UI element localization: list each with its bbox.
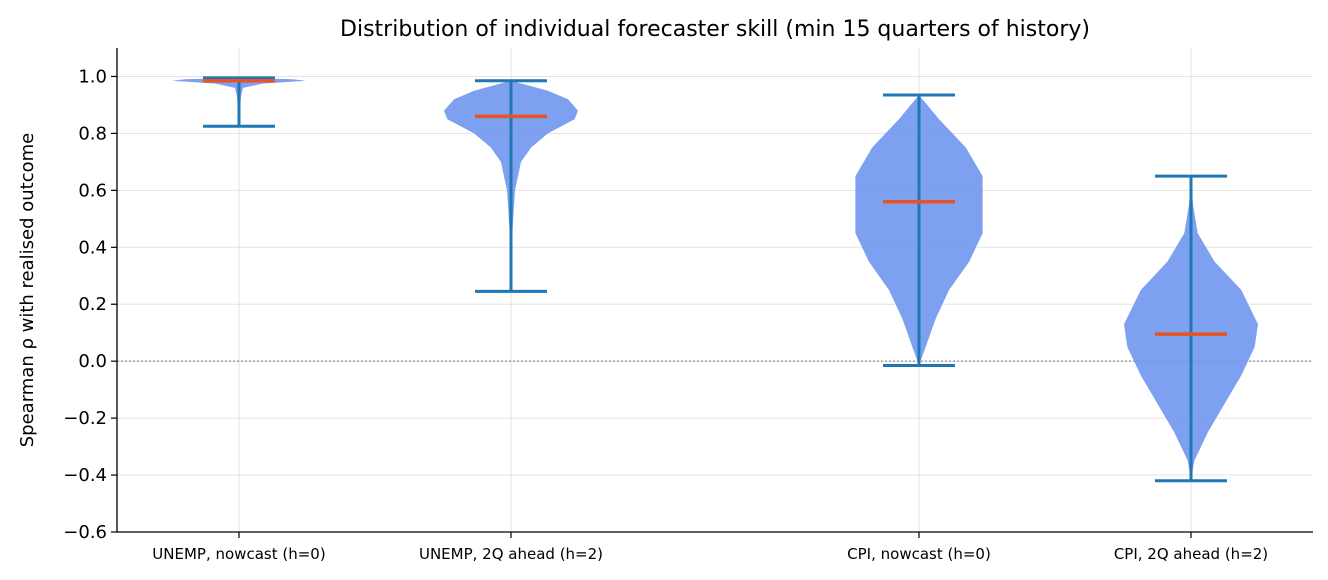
y-tick-label-6: 0.6 [78,180,107,201]
whiskers [203,76,1227,483]
x-tick-label-2: CPI, nowcast (h=0) [847,545,991,563]
y-tick-label-8: 1.0 [78,66,107,87]
x-ticks: UNEMP, nowcast (h=0) UNEMP, 2Q ahead (h=2… [152,532,1268,563]
x-tick-label-1: UNEMP, 2Q ahead (h=2) [419,545,603,563]
y-ticks: −0.6 −0.4 −0.2 0.0 0.2 0.4 0.6 0.8 1.0 [63,66,117,543]
y-tick-label-4: 0.2 [78,294,107,315]
y-tick-label-3: 0.0 [78,351,107,372]
violin-bodies [172,77,1258,481]
y-tick-label-0: −0.6 [63,522,107,543]
y-tick-label-7: 0.8 [78,123,107,144]
y-tick-label-1: −0.4 [63,465,107,486]
y-tick-label-2: −0.2 [63,408,107,429]
y-axis-label: Spearman ρ with realised outcome [17,133,38,448]
grid-lines [117,48,1313,533]
x-tick-label-0: UNEMP, nowcast (h=0) [152,545,325,563]
y-tick-label-5: 0.4 [78,237,107,258]
median-markers [203,78,1227,336]
chart-title: Distribution of individual forecaster sk… [340,17,1090,42]
x-tick-label-3: CPI, 2Q ahead (h=2) [1114,545,1268,563]
axes [116,48,1313,533]
